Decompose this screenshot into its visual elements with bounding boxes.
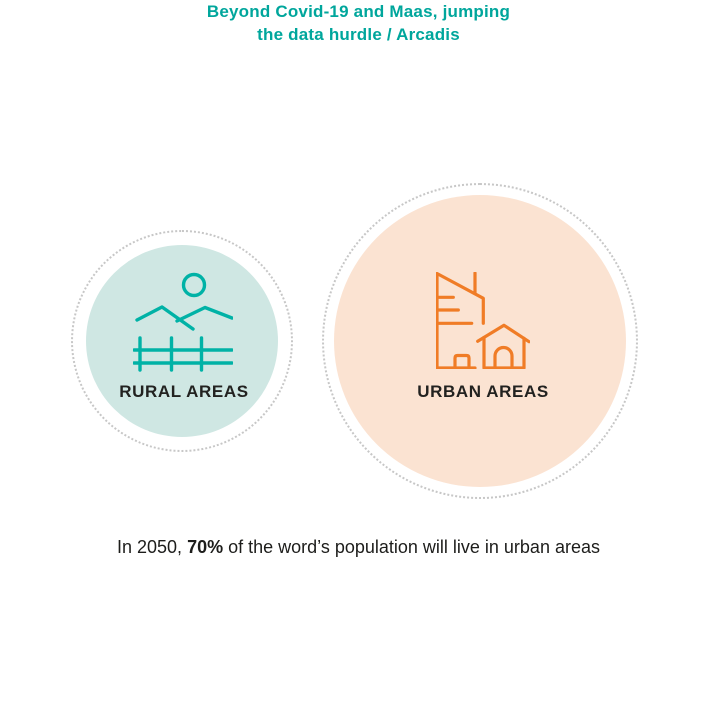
rural-circle (86, 245, 278, 437)
rural-landscape-icon (133, 272, 233, 372)
house-body (482, 335, 526, 369)
urban-areas-label: URBAN AREAS (417, 382, 549, 401)
infographic-title: Beyond Covid-19 and Maas, jumping the da… (0, 0, 717, 46)
mountain-right (175, 305, 233, 323)
urban-dotted-ring (322, 183, 638, 499)
house-door (493, 345, 514, 369)
urban-buildings-icon (436, 272, 530, 369)
title-line-2: the data hurdle / Arcadis (257, 25, 460, 44)
rural-areas-label: RURAL AREAS (119, 382, 249, 401)
tower-door (453, 353, 471, 369)
mountain-left (135, 305, 195, 331)
sun-icon (181, 272, 207, 298)
caption-prefix: In 2050, (117, 537, 188, 557)
title-line-1: Beyond Covid-19 and Maas, jumping (206, 2, 511, 21)
rural-dotted-ring (71, 230, 293, 452)
house-roof (476, 323, 530, 344)
caption-suffix: of the word’s population will live in ur… (223, 537, 600, 557)
caption-highlight-70-percent: 70% (187, 537, 224, 557)
caption: In 2050, 70% of the word’s population wi… (0, 535, 717, 559)
tower-building (436, 272, 485, 369)
